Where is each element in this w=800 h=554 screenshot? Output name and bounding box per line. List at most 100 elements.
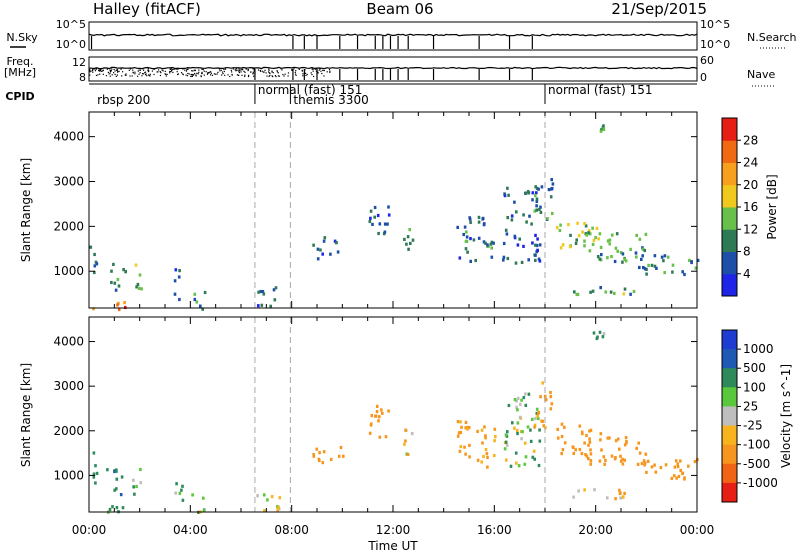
scatter-cell [531, 455, 535, 459]
nave-dot [259, 69, 261, 72]
scatter-cell [679, 459, 682, 463]
scatter-cell [536, 414, 539, 418]
nave-dot [144, 74, 147, 76]
scatter-cell [598, 330, 602, 334]
scatter-cell [561, 448, 565, 452]
scatter-cell [381, 411, 384, 415]
nave-dot [235, 70, 237, 72]
scatter-cell [551, 211, 554, 216]
scatter-cell [463, 445, 466, 449]
scatter-cell [520, 437, 523, 441]
scatter-cell [593, 488, 596, 492]
scatter-cell [115, 506, 119, 510]
scatter-cell [477, 215, 481, 219]
nave-dot [231, 73, 233, 76]
scatter-cell [506, 216, 509, 220]
scatter-cell [124, 270, 127, 274]
scatter-cell [638, 237, 642, 241]
nave-dot [98, 70, 100, 72]
scatter-cell [272, 288, 276, 292]
nave-dot [164, 70, 166, 73]
scatter-cell [409, 241, 412, 245]
nave-dot [97, 74, 99, 76]
nave-dot [190, 73, 192, 76]
colorbar-tick-label: 500 [743, 361, 766, 375]
nave-dot [298, 68, 300, 70]
nave-dot [129, 68, 132, 70]
scatter-cell [524, 392, 527, 396]
scatter-cell [597, 237, 600, 241]
nave-dot [304, 69, 306, 71]
cpid-mode-label: normal (fast) 151 [548, 83, 652, 97]
scatter-cell [386, 222, 389, 226]
nave-dot [171, 69, 173, 71]
scatter-cell [110, 280, 113, 285]
scatter-cell [469, 259, 472, 263]
velocity-colorbar-bands [722, 330, 737, 503]
nave-dot [223, 68, 225, 71]
scatter-cell [195, 300, 199, 304]
scatter-cell [263, 509, 266, 513]
scatter-cell [589, 462, 592, 466]
scatter-cell [614, 439, 618, 443]
scatter-cell [623, 287, 627, 291]
scatter-cell [602, 455, 606, 459]
nave-dot [201, 68, 203, 70]
nave-dot [253, 70, 255, 72]
scatter-cell [556, 427, 559, 431]
nave-dot [99, 70, 101, 72]
scatter-cell [387, 213, 391, 217]
velocity-cells [92, 330, 699, 514]
nave-dot [323, 75, 325, 77]
scatter-cell [123, 301, 126, 305]
nave-dot [164, 73, 166, 75]
nave-dot [159, 70, 161, 73]
nave-dot [90, 70, 92, 72]
nave-dot [180, 72, 183, 74]
nsearch-label: N.Search [747, 31, 797, 44]
scatter-cell [603, 462, 606, 466]
scatter-cell [458, 256, 462, 260]
scatter-cell [589, 428, 593, 432]
velocity-panel: 1000 2000 3000 4000 Slant Range [km] [19, 316, 699, 514]
scatter-cell [638, 265, 641, 270]
scatter-cell [643, 248, 647, 253]
scatter-cell [643, 463, 646, 467]
scatter-cell [134, 263, 138, 267]
scatter-cell [370, 422, 373, 426]
freq-traces [88, 66, 698, 80]
nave-dot [261, 68, 263, 70]
scatter-cell [485, 452, 489, 456]
scatter-cell [489, 242, 493, 246]
nave-dot [247, 69, 249, 72]
scatter-cell [559, 223, 562, 227]
scatter-cell [561, 243, 565, 247]
nave-dot [100, 68, 102, 70]
nave-dot [143, 73, 145, 75]
scatter-cell [568, 245, 572, 249]
scatter-cell [469, 220, 472, 224]
noise-tick-left-top: 10^5 [56, 18, 86, 31]
y-tick-label: 2000 [53, 219, 84, 233]
scatter-cell [517, 464, 521, 468]
scatter-cell [583, 222, 586, 226]
scatter-cell [655, 266, 658, 270]
scatter-cell [318, 451, 321, 455]
scatter-cell [583, 244, 586, 248]
scatter-cell [261, 290, 265, 294]
scatter-cell [516, 408, 519, 412]
scatter-cell [666, 255, 670, 259]
nave-dot [165, 75, 167, 77]
scatter-cell [520, 260, 524, 264]
nave-dot [315, 68, 318, 70]
scatter-cell [634, 251, 638, 255]
scatter-cell [270, 495, 274, 499]
nave-dot [191, 70, 193, 72]
scatter-cell [646, 459, 650, 463]
nave-dot [137, 70, 139, 72]
scatter-cell [459, 445, 463, 449]
scatter-cell [584, 224, 588, 228]
scatter-cell [629, 292, 632, 296]
scatter-cell [484, 436, 487, 440]
scatter-cell [550, 402, 554, 406]
